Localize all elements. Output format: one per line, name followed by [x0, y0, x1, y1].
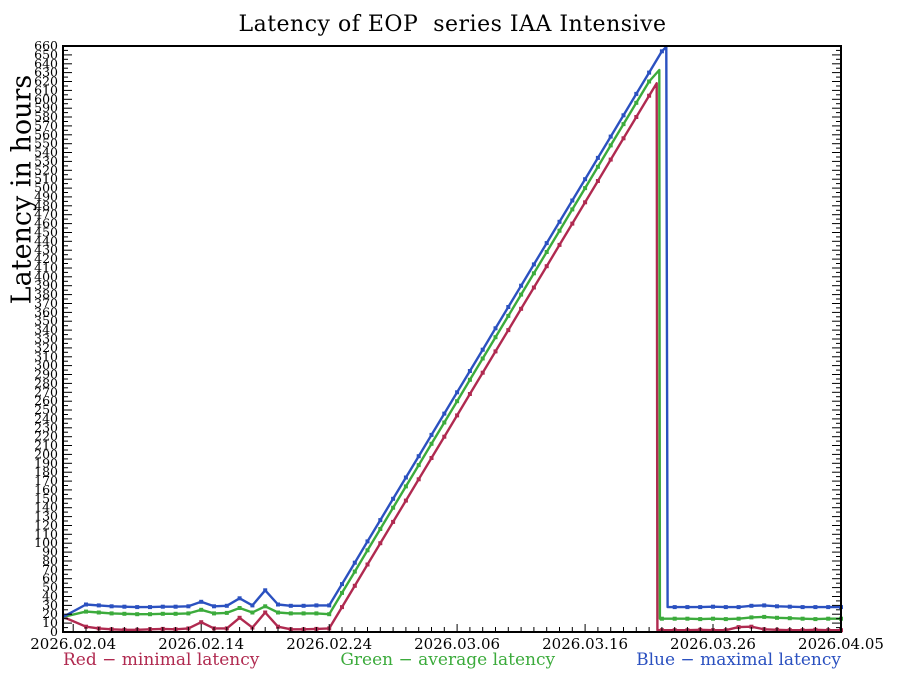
svg-text:310: 310 [34, 349, 58, 364]
svg-text:2026.02.04: 2026.02.04 [30, 635, 116, 653]
svg-text:170: 170 [34, 473, 58, 488]
chart-legend: Red − minimal latency Green − average la… [63, 650, 841, 670]
svg-text:470: 470 [34, 207, 58, 222]
svg-text:160: 160 [34, 482, 58, 497]
x-axis-ticks [72, 624, 842, 632]
svg-text:130: 130 [34, 509, 58, 524]
svg-text:140: 140 [34, 500, 58, 515]
svg-text:520: 520 [34, 162, 58, 177]
svg-text:100: 100 [34, 535, 58, 550]
svg-text:2026.02.14: 2026.02.14 [158, 635, 244, 653]
y-axis-ticks [63, 45, 841, 633]
svg-text:510: 510 [34, 171, 58, 186]
svg-text:620: 620 [34, 74, 58, 89]
svg-text:460: 460 [34, 216, 58, 231]
svg-text:2026.04.05: 2026.04.05 [798, 635, 884, 653]
svg-text:340: 340 [34, 322, 58, 337]
svg-text:600: 600 [34, 91, 58, 106]
svg-text:40: 40 [42, 589, 58, 604]
svg-text:440: 440 [34, 233, 58, 248]
svg-text:550: 550 [34, 136, 58, 151]
svg-text:110: 110 [34, 526, 58, 541]
svg-text:250: 250 [34, 402, 58, 417]
svg-text:290: 290 [34, 367, 58, 382]
svg-text:260: 260 [34, 393, 58, 408]
svg-text:660: 660 [34, 38, 58, 53]
legend-item-maximal: Blue − maximal latency [636, 650, 841, 670]
svg-text:320: 320 [34, 340, 58, 355]
svg-text:410: 410 [34, 260, 58, 275]
svg-text:240: 240 [34, 411, 58, 426]
svg-text:2026.03.26: 2026.03.26 [670, 635, 756, 653]
y-axis-tick-labels: 0102030405060708090100110120130140150160… [34, 38, 58, 639]
svg-text:230: 230 [34, 420, 58, 435]
svg-text:580: 580 [34, 109, 58, 124]
svg-text:220: 220 [34, 429, 58, 444]
svg-text:540: 540 [34, 145, 58, 160]
series-maximal-latency-line [62, 45, 841, 618]
svg-text:640: 640 [34, 56, 58, 71]
series-average-latency-line [62, 68, 841, 621]
plot-frame [62, 45, 842, 633]
svg-text:380: 380 [34, 287, 58, 302]
series-lines [62, 45, 843, 633]
svg-text:10: 10 [42, 615, 58, 630]
svg-text:350: 350 [34, 313, 58, 328]
svg-text:2026.03.06: 2026.03.06 [414, 635, 500, 653]
chart-title: Latency of EOP series IAA Intensive [238, 12, 667, 37]
svg-text:2026.03.16: 2026.03.16 [542, 635, 628, 653]
svg-text:80: 80 [42, 553, 58, 568]
svg-text:190: 190 [34, 455, 58, 470]
svg-text:200: 200 [34, 446, 58, 461]
svg-text:270: 270 [34, 384, 58, 399]
x-axis-tick-labels: 2026.02.04 2026.02.14 2026.02.24 2026.03.06… [30, 635, 884, 653]
svg-text:530: 530 [34, 153, 58, 168]
svg-text:120: 120 [34, 518, 58, 533]
svg-text:610: 610 [34, 82, 58, 97]
svg-text:90: 90 [42, 544, 58, 559]
series-minimal-latency-line [62, 82, 841, 632]
svg-text:20: 20 [42, 606, 58, 621]
svg-text:400: 400 [34, 269, 58, 284]
svg-text:500: 500 [34, 180, 58, 195]
legend-item-average: Green − average latency [340, 650, 556, 670]
svg-text:650: 650 [34, 47, 58, 62]
svg-text:60: 60 [42, 571, 58, 586]
svg-text:420: 420 [34, 251, 58, 266]
svg-text:50: 50 [42, 580, 58, 595]
svg-text:180: 180 [34, 464, 58, 479]
svg-text:2026.02.24: 2026.02.24 [286, 635, 372, 653]
svg-text:330: 330 [34, 331, 58, 346]
svg-text:450: 450 [34, 225, 58, 240]
svg-text:630: 630 [34, 65, 58, 80]
svg-text:390: 390 [34, 278, 58, 293]
svg-text:370: 370 [34, 296, 58, 311]
svg-text:300: 300 [34, 358, 58, 373]
svg-text:0: 0 [50, 624, 58, 639]
svg-text:280: 280 [34, 375, 58, 390]
svg-text:360: 360 [34, 304, 58, 319]
svg-text:430: 430 [34, 242, 58, 257]
legend-item-minimal: Red − minimal latency [63, 650, 260, 670]
svg-text:30: 30 [42, 597, 58, 612]
svg-text:150: 150 [34, 491, 58, 506]
svg-text:480: 480 [34, 198, 58, 213]
svg-text:560: 560 [34, 127, 58, 142]
svg-text:210: 210 [34, 438, 58, 453]
svg-text:70: 70 [42, 562, 58, 577]
svg-text:590: 590 [34, 100, 58, 115]
svg-text:570: 570 [34, 118, 58, 133]
svg-text:490: 490 [34, 189, 58, 204]
